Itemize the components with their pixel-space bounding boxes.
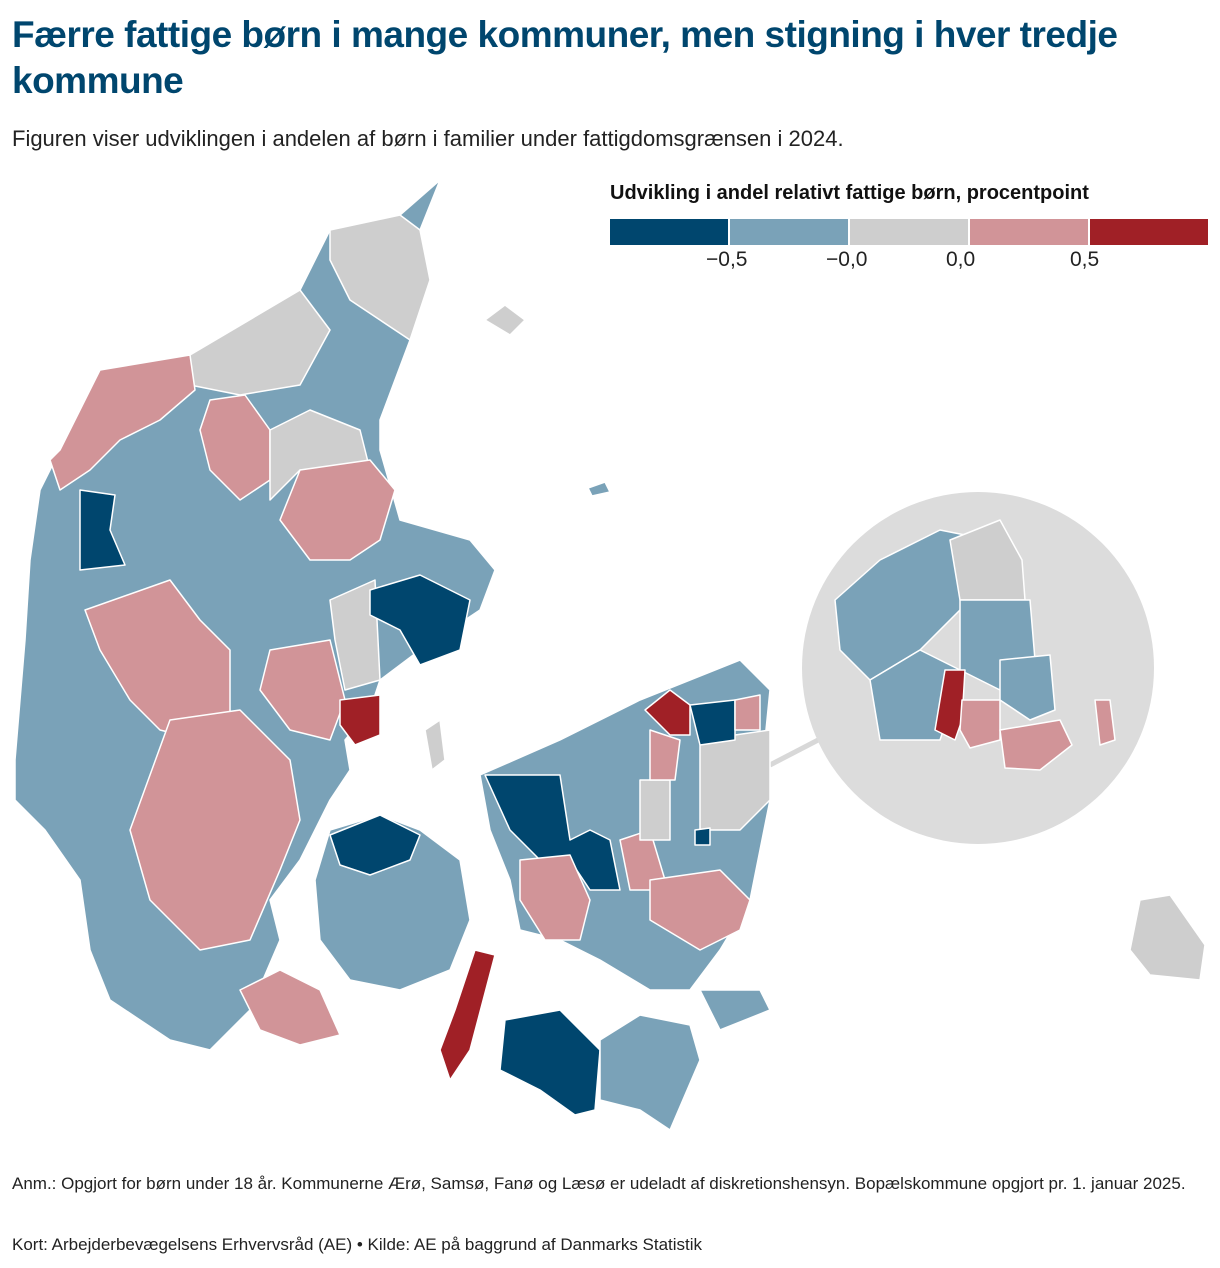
legend-swatch	[970, 219, 1088, 245]
samsoe-island	[424, 719, 446, 771]
bornholm	[1129, 894, 1206, 981]
legend-tick: −0,0	[826, 248, 868, 271]
legend-tick: 0,5	[1070, 248, 1100, 271]
lolland-falster-moen	[499, 989, 771, 1131]
subtitle: Figuren viser udviklingen i andelen af b…	[12, 126, 844, 151]
footnote: Anm.: Opgjort for børn under 18 år. Komm…	[12, 1174, 1186, 1193]
small-island	[587, 481, 611, 497]
source-note: Kort: Arbejderbevægelsens Erhvervsråd (A…	[12, 1235, 703, 1254]
legend-title: Udvikling i andel relativt fattige børn,…	[610, 182, 1089, 204]
zealand	[479, 659, 771, 991]
anholt-island	[484, 304, 526, 336]
legend-tick: 0,0	[946, 248, 976, 271]
legend-color-scale	[610, 219, 1208, 245]
legend-swatch	[610, 219, 728, 245]
inset-regions	[834, 519, 1116, 771]
legend-swatch	[1090, 219, 1208, 245]
legend-swatch	[850, 219, 968, 245]
funen	[314, 814, 496, 1081]
jutland	[14, 179, 496, 1051]
inset-connector	[768, 735, 824, 768]
denmark-choropleth-map	[14, 179, 1206, 1131]
legend-swatch	[730, 219, 848, 245]
legend-tick: −0,5	[706, 248, 748, 271]
page-title: Færre fattige børn i mange kommuner, men…	[12, 14, 1118, 101]
